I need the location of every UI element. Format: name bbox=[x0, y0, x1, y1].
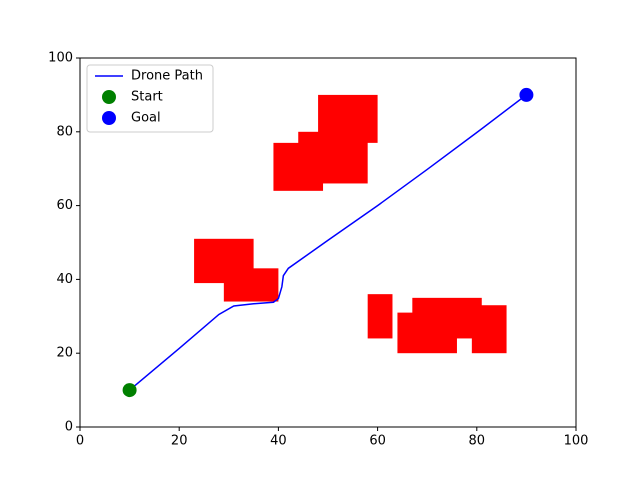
y-tick-label: 20 bbox=[56, 346, 73, 361]
y-tick-label: 100 bbox=[48, 51, 73, 66]
legend-label: Start bbox=[131, 90, 163, 105]
point bbox=[519, 87, 534, 102]
x-tick-label: 80 bbox=[469, 434, 486, 449]
y-tick-label: 0 bbox=[65, 420, 73, 435]
x-tick-label: 20 bbox=[171, 434, 188, 449]
axes-frame bbox=[79, 57, 577, 428]
legend-label: Goal bbox=[131, 111, 161, 126]
obstacle bbox=[318, 94, 378, 143]
obstacle bbox=[412, 297, 482, 339]
obstacle bbox=[367, 294, 393, 339]
legend-swatch bbox=[102, 111, 116, 125]
obstacle bbox=[471, 305, 507, 354]
x-tick-label: 0 bbox=[76, 434, 84, 449]
x-tick-label: 100 bbox=[564, 434, 589, 449]
legend-swatch bbox=[102, 90, 116, 104]
x-tick-label: 60 bbox=[369, 434, 386, 449]
drone-path bbox=[129, 94, 527, 391]
obstacle bbox=[223, 268, 279, 302]
y-tick-label: 80 bbox=[56, 124, 73, 139]
legend-box bbox=[86, 64, 214, 133]
y-tick-label: 40 bbox=[56, 272, 73, 287]
legend-label: Drone Path bbox=[131, 69, 203, 84]
point bbox=[122, 383, 137, 398]
x-tick-label: 40 bbox=[270, 434, 287, 449]
y-tick-label: 60 bbox=[56, 198, 73, 213]
